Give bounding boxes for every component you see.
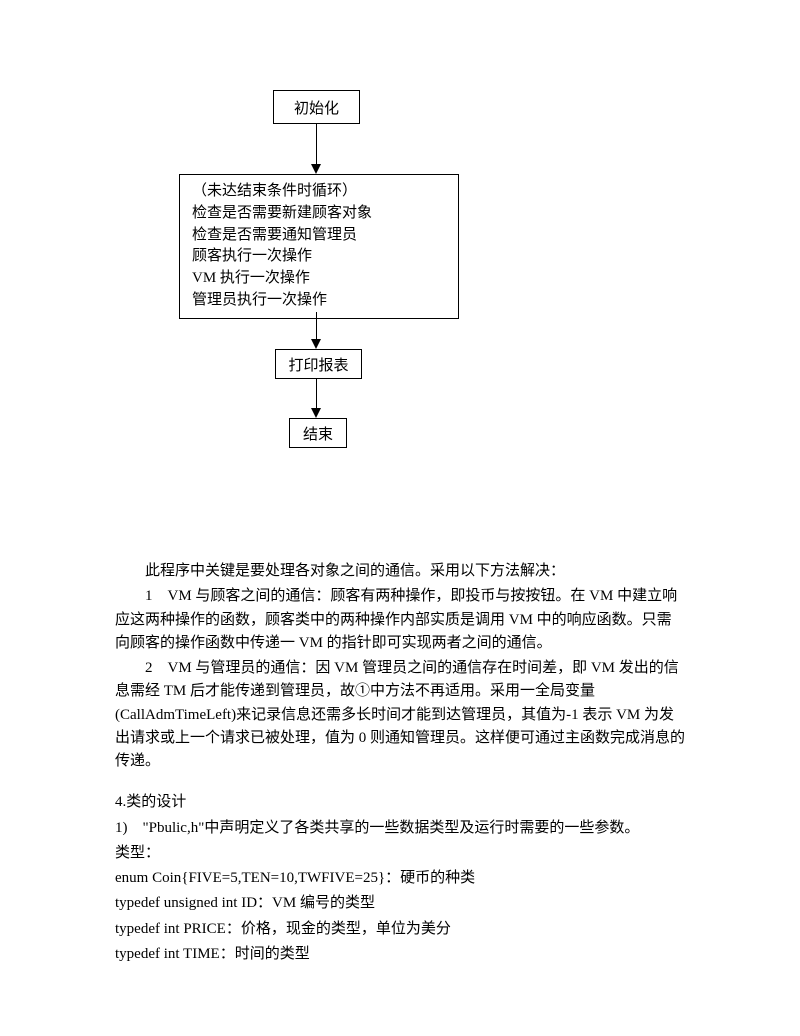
- section-heading-4: 4.类的设计: [115, 791, 685, 814]
- line-enum-coin: enum Coin{FIVE=5,TEN=10,TWFIVE=25}：硬币的种类: [115, 867, 685, 890]
- flowchart-box-loop: （未达结束条件时循环） 检查是否需要新建顾客对象 检查是否需要通知管理员 顾客执…: [179, 174, 459, 319]
- loop-line-1: （未达结束条件时循环）: [192, 181, 446, 203]
- arrow-3-line: [316, 379, 317, 408]
- loop-line-3: 检查是否需要通知管理员: [192, 225, 446, 247]
- loop-line-5: VM 执行一次操作: [192, 268, 446, 290]
- line-typedef-id: typedef unsigned int ID：VM 编号的类型: [115, 892, 685, 915]
- loop-line-4: 顾客执行一次操作: [192, 246, 446, 268]
- arrow-3-head: [311, 408, 321, 418]
- loop-line-2: 检查是否需要新建顾客对象: [192, 203, 446, 225]
- loop-line-6: 管理员执行一次操作: [192, 290, 446, 312]
- flowchart-box-init-label: 初始化: [294, 97, 339, 118]
- flowchart-box-end: 结束: [289, 418, 347, 448]
- flowchart-box-end-label: 结束: [303, 423, 333, 444]
- line-typedef-price: typedef int PRICE：价格，现金的类型，单位为美分: [115, 918, 685, 941]
- paragraph-item-2: 2 VM 与管理员的通信：因 VM 管理员之间的通信存在时间差，即 VM 发出的…: [115, 657, 685, 773]
- flowchart-box-print-label: 打印报表: [288, 354, 348, 375]
- arrow-1-head: [311, 164, 321, 174]
- arrow-1-line: [316, 124, 317, 164]
- line-types-label: 类型：: [115, 842, 685, 865]
- arrow-2-line: [316, 312, 317, 339]
- line-typedef-time: typedef int TIME：时间的类型: [115, 943, 685, 966]
- line-1: 1) "Pbulic,h"中声明定义了各类共享的一些数据类型及运行时需要的一些参…: [115, 817, 685, 840]
- paragraph-item-1: 1 VM 与顾客之间的通信：顾客有两种操作，即投币与按按钮。在 VM 中建立响应…: [115, 585, 685, 655]
- arrow-2-head: [311, 339, 321, 349]
- flowchart-box-print: 打印报表: [275, 349, 362, 379]
- document-body: 此程序中关键是要处理各对象之间的通信。采用以下方法解决： 1 VM 与顾客之间的…: [115, 560, 685, 968]
- paragraph-intro: 此程序中关键是要处理各对象之间的通信。采用以下方法解决：: [115, 560, 685, 583]
- flowchart-region: 初始化 （未达结束条件时循环） 检查是否需要新建顾客对象 检查是否需要通知管理员…: [0, 0, 800, 470]
- flowchart-box-init: 初始化: [273, 90, 360, 124]
